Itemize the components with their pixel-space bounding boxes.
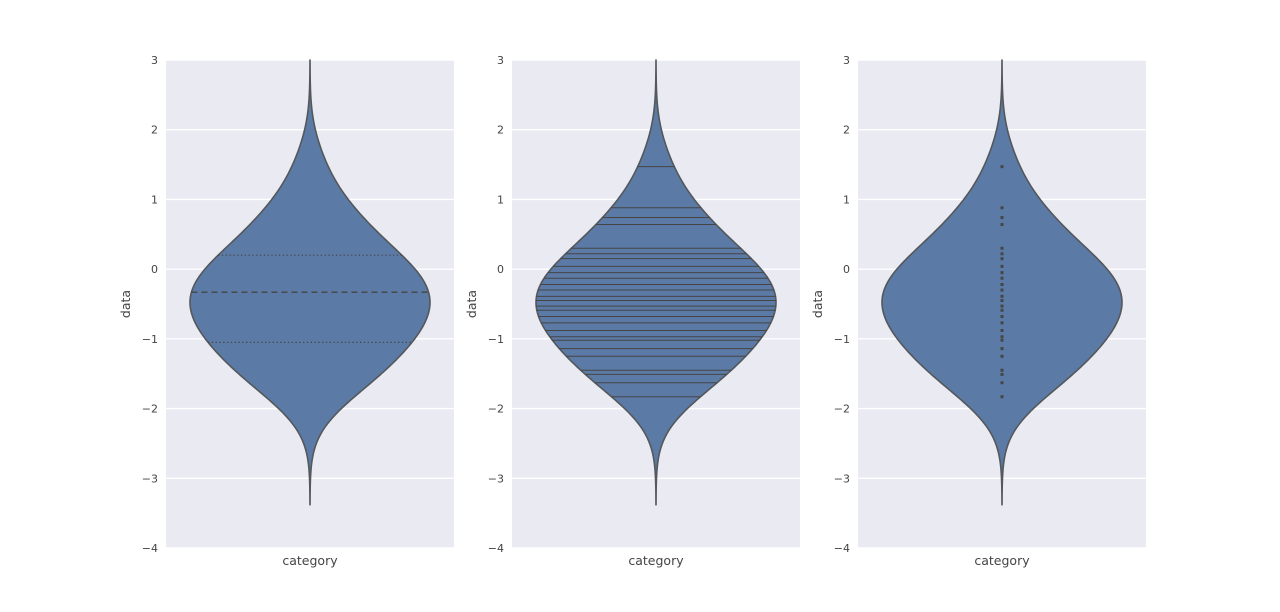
y-tick-label: 1	[843, 193, 850, 206]
y-axis-label: data	[810, 290, 825, 318]
y-tick-label: −1	[142, 333, 158, 346]
y-axis-label: data	[464, 290, 479, 318]
observation-point	[1000, 252, 1004, 256]
y-tick-label: 3	[151, 54, 158, 67]
observation-point	[1000, 223, 1004, 227]
observation-point	[1000, 347, 1004, 351]
observation-point	[1000, 282, 1004, 286]
y-tick-label: −1	[488, 333, 504, 346]
observation-point	[1000, 294, 1004, 298]
violin-panel-point: 3 2 1 0 −1 −2 −3 −4 data category	[806, 50, 1146, 612]
violin-chart-stick: 3 2 1 0 −1 −2 −3 −4 data category	[464, 54, 800, 568]
observation-point	[1000, 372, 1004, 376]
plot-area: 3 2 1 0 −1 −2 −3 −4	[488, 54, 800, 555]
observation-point	[1000, 276, 1004, 280]
observation-point	[1000, 299, 1004, 303]
y-tick-label: −1	[834, 333, 850, 346]
violin-shape	[535, 59, 777, 506]
y-tick-label: 3	[843, 54, 850, 67]
observation-point	[1000, 257, 1004, 261]
y-tick-label: 1	[151, 193, 158, 206]
x-axis-label: category	[628, 553, 684, 568]
observation-point	[1000, 264, 1004, 268]
observation-point	[1000, 354, 1004, 358]
y-tick-label: −2	[142, 403, 158, 416]
y-tick-label: 0	[843, 263, 850, 276]
observation-point	[1000, 328, 1004, 332]
y-tick-label: 2	[843, 124, 850, 137]
observation-point	[1000, 381, 1004, 385]
observation-point	[1000, 206, 1004, 210]
y-tick-label: −2	[488, 403, 504, 416]
y-tick-label: 2	[497, 124, 504, 137]
observation-point	[1000, 271, 1004, 275]
y-tick-label: −3	[488, 472, 504, 485]
observation-point	[1000, 368, 1004, 372]
y-tick-label: −3	[834, 472, 850, 485]
violin-chart-point: 3 2 1 0 −1 −2 −3 −4 data category	[810, 54, 1146, 568]
observation-point	[1000, 216, 1004, 220]
y-tick-label: 0	[151, 263, 158, 276]
y-tick-label: −4	[142, 542, 158, 555]
plot-area: 3 2 1 0 −1 −2 −3 −4	[142, 54, 454, 555]
violin-chart-quartile: 3 2 1 0 −1 −2 −3 −4 data category	[118, 54, 454, 568]
observation-point	[1000, 288, 1004, 292]
observation-point	[1000, 304, 1004, 308]
observation-point	[1000, 165, 1004, 169]
y-tick-label: 3	[497, 54, 504, 67]
violin-shape	[881, 59, 1123, 506]
y-tick-label: −4	[834, 542, 850, 555]
plot-area: 3 2 1 0 −1 −2 −3 −4	[834, 54, 1146, 555]
y-tick-label: −3	[142, 472, 158, 485]
y-tick-label: 1	[497, 193, 504, 206]
observation-point	[1000, 315, 1004, 319]
y-tick-label: 0	[497, 263, 504, 276]
violin-shape	[189, 59, 431, 506]
violin-panel-stick: 3 2 1 0 −1 −2 −3 −4 data category	[460, 50, 800, 612]
observation-point	[1000, 246, 1004, 250]
observation-point	[1000, 321, 1004, 325]
y-tick-label: 2	[151, 124, 158, 137]
violin-panel-quartile: 3 2 1 0 −1 −2 −3 −4 data category	[114, 50, 454, 612]
y-axis-label: data	[118, 290, 133, 318]
y-tick-label: −4	[488, 542, 504, 555]
observation-point	[1000, 395, 1004, 399]
x-axis-label: category	[974, 553, 1030, 568]
observation-point	[1000, 308, 1004, 312]
observation-point	[1000, 335, 1004, 339]
x-axis-label: category	[282, 553, 338, 568]
y-tick-label: −2	[834, 403, 850, 416]
observation-point	[1000, 338, 1004, 342]
